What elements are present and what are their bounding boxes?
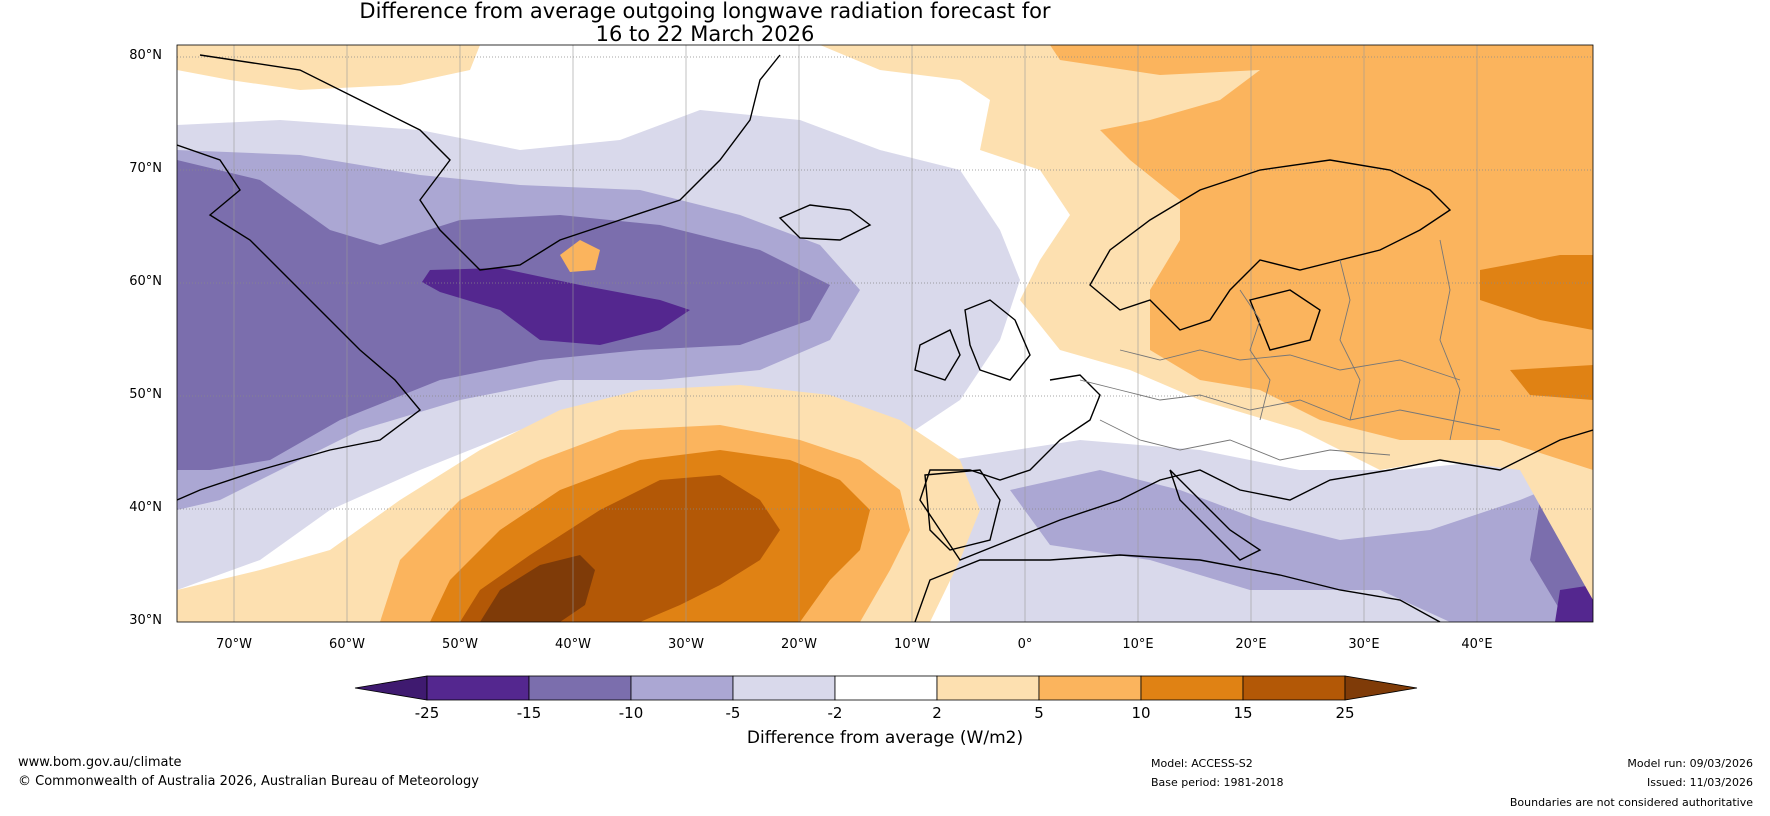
anomaly-region-neg-10 bbox=[177, 160, 830, 470]
anomaly-field bbox=[177, 45, 1593, 622]
lon-label-10w: 10°W bbox=[894, 637, 930, 652]
anomaly-region-pos-2-nw bbox=[177, 45, 480, 90]
colorbar-seg-8 bbox=[1140, 675, 1244, 701]
lat-label-80n: 80°N bbox=[129, 48, 162, 63]
colorbar-tick: 2 bbox=[932, 704, 942, 722]
anomaly-region-pos-5-north bbox=[1050, 45, 1593, 470]
colorbar-tick: 25 bbox=[1335, 704, 1354, 722]
lon-label-40w: 40°W bbox=[555, 637, 591, 652]
lon-label-70w: 70°W bbox=[216, 637, 252, 652]
colorbar-tick: -2 bbox=[828, 704, 843, 722]
scandinavia-coast bbox=[1089, 159, 1452, 331]
europe-coast bbox=[919, 374, 1593, 561]
colorbar-seg-6 bbox=[936, 675, 1040, 701]
colorbar-seg-1 bbox=[426, 675, 530, 701]
lon-label-0: 0° bbox=[1017, 637, 1033, 652]
colorbar-tick: 10 bbox=[1131, 704, 1150, 722]
plot-frame bbox=[176, 44, 1594, 623]
colorbar-ticks: -25 -15 -10 -5 -2 2 5 10 15 25 bbox=[415, 704, 1355, 722]
map-title: Difference from average outgoing longwav… bbox=[0, 0, 1410, 46]
title-line-1: Difference from average outgoing longwav… bbox=[359, 0, 1051, 23]
base-period-text: Base period: 1981-2018 bbox=[1151, 776, 1284, 789]
ireland-coast bbox=[914, 329, 961, 381]
lat-label-40n: 40°N bbox=[129, 500, 162, 515]
greenland-coast bbox=[199, 54, 781, 271]
lon-label-30e: 30°E bbox=[1348, 637, 1380, 652]
colorbar-seg-7 bbox=[1038, 675, 1142, 701]
anomaly-region-pos-10-ukraine bbox=[1510, 365, 1593, 400]
anomaly-region-pos-25-atlantic bbox=[480, 555, 595, 622]
lon-label-30w: 30°W bbox=[668, 637, 704, 652]
copyright-text: © Commonwealth of Australia 2026, Austra… bbox=[18, 774, 479, 789]
model-text: Model: ACCESS-S2 bbox=[1151, 757, 1253, 770]
north-america-coast bbox=[177, 144, 422, 501]
colorbar-seg-4 bbox=[732, 675, 836, 701]
britain-coast bbox=[964, 299, 1031, 381]
anomaly-region-neg-15 bbox=[422, 268, 690, 345]
borders bbox=[1079, 239, 1501, 461]
title-line-2: 16 to 22 March 2026 bbox=[595, 22, 815, 46]
colorbar-label: Difference from average (W/m2) bbox=[746, 728, 1024, 748]
graticule bbox=[177, 56, 1593, 510]
colorbar-tick: 5 bbox=[1034, 704, 1044, 722]
iberia-coast bbox=[924, 469, 1001, 551]
lon-label-40e: 40°E bbox=[1461, 637, 1493, 652]
model-run-text: Model run: 09/03/2026 bbox=[1627, 757, 1753, 770]
lon-label-20w: 20°W bbox=[781, 637, 817, 652]
colorbar-extend-high bbox=[1344, 675, 1418, 701]
anomaly-region-neg-5-med bbox=[1010, 470, 1593, 622]
anomaly-region-neg-15-east bbox=[1555, 585, 1593, 622]
meridians bbox=[233, 45, 1478, 622]
lat-label-50n: 50°N bbox=[129, 387, 162, 402]
colorbar-tick: 15 bbox=[1233, 704, 1252, 722]
lon-label-20e: 20°E bbox=[1235, 637, 1267, 652]
anomaly-region-pos-10-east bbox=[1480, 255, 1593, 330]
colorbar-tick: -5 bbox=[726, 704, 741, 722]
colorbar-tick: -10 bbox=[619, 704, 644, 722]
website-link[interactable]: www.bom.gov.au/climate bbox=[18, 755, 182, 770]
disclaimer-text: Boundaries are not considered authoritat… bbox=[1509, 796, 1753, 809]
lat-label-30n: 30°N bbox=[129, 613, 162, 628]
colorbar-tick: -15 bbox=[517, 704, 542, 722]
anomaly-region-pos-5-greenland bbox=[560, 240, 600, 272]
colorbar-tick: -25 bbox=[415, 704, 440, 722]
colorbar-seg-3 bbox=[630, 675, 734, 701]
colorbar-seg-5 bbox=[834, 675, 938, 701]
iceland-coast bbox=[778, 204, 872, 241]
coastlines bbox=[177, 54, 1593, 622]
lon-label-10e: 10°E bbox=[1122, 637, 1154, 652]
italy-coast bbox=[1169, 469, 1262, 561]
lat-label-70n: 70°N bbox=[129, 161, 162, 176]
africa-coast bbox=[914, 554, 1441, 622]
colorbar-seg-2 bbox=[528, 675, 632, 701]
issued-text: Issued: 11/03/2026 bbox=[1646, 776, 1753, 789]
lon-label-60w: 60°W bbox=[329, 637, 365, 652]
colorbar bbox=[354, 675, 1418, 701]
baltic-coast bbox=[1249, 289, 1321, 351]
lon-label-50w: 50°W bbox=[442, 637, 478, 652]
lat-label-60n: 60°N bbox=[129, 274, 162, 289]
colorbar-seg-9 bbox=[1242, 675, 1346, 701]
colorbar-extend-low bbox=[354, 675, 428, 701]
